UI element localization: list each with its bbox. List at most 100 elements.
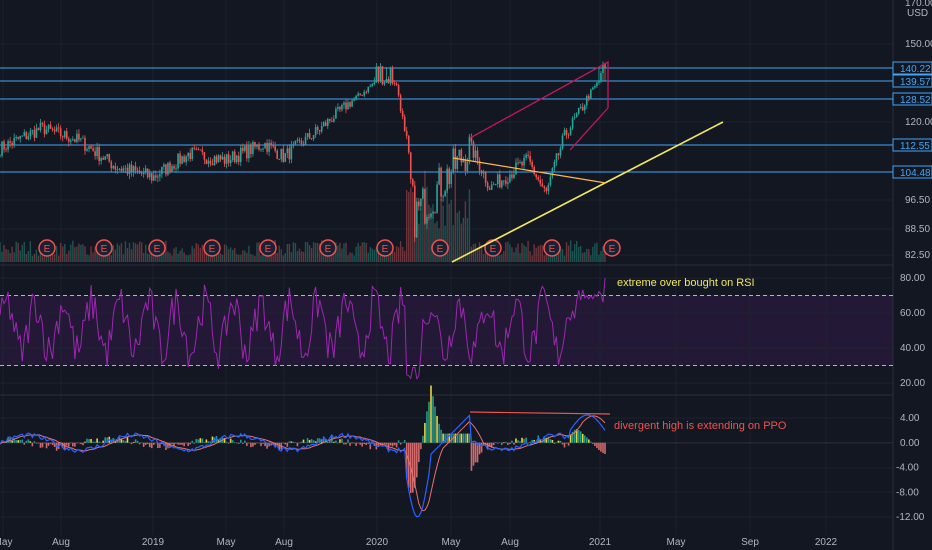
ppo-histogram-bar [92, 441, 94, 443]
candle-body [53, 129, 56, 132]
candle-body [120, 168, 123, 171]
ppo-histogram-bar [300, 441, 303, 443]
volume-bar [406, 189, 408, 262]
candle-body [5, 149, 7, 151]
volume-bar [60, 243, 62, 262]
volume-bar [242, 250, 244, 262]
volume-bar [114, 249, 117, 262]
earnings-marker-label: E [437, 244, 444, 255]
time-axis-tick: Aug [52, 537, 70, 548]
candle-body [442, 196, 444, 198]
ppo-histogram-bar [29, 441, 32, 443]
volume-bar [365, 242, 367, 262]
candle-body [561, 135, 564, 149]
volume-bar [375, 247, 378, 262]
ppo-histogram-bar [397, 440, 400, 443]
ppo-histogram-bar [450, 433, 453, 443]
candle-body [401, 110, 404, 117]
candle-body [17, 136, 20, 139]
candle-body [452, 148, 455, 173]
candle-body [405, 130, 408, 136]
ppo-histogram-bar [598, 442, 600, 450]
time-axis-tick: 2021 [589, 537, 612, 548]
candle-body [209, 160, 212, 164]
rsi-annotation: extreme over bought on RSI [617, 277, 755, 289]
ppo-histogram-bar [207, 441, 210, 443]
ppo-histogram-bar [51, 442, 54, 446]
ppo-histogram-bar [76, 442, 78, 444]
ppo-histogram-bar [403, 439, 406, 443]
volume-bar [256, 242, 258, 262]
candle-body [549, 176, 552, 185]
candle-body [284, 153, 287, 162]
ppo-histogram-bar [116, 440, 119, 443]
ppo-histogram-bar [351, 442, 353, 444]
volume-bar [80, 244, 82, 262]
volume-bar [517, 243, 519, 262]
candle-body [229, 160, 232, 163]
candle-body [357, 93, 359, 96]
earnings-marker [319, 239, 337, 257]
volume-bar [559, 246, 562, 262]
ppo-histogram-bar [339, 439, 341, 443]
level-label-box [892, 61, 932, 75]
ppo-histogram-bar [559, 440, 562, 443]
candle-body [505, 180, 507, 184]
level-label: 139.57 [900, 77, 931, 88]
candle-body [88, 146, 90, 150]
rsi-axis-tick: 40.00 [900, 343, 925, 354]
candle-body [306, 133, 309, 137]
candle-body [600, 73, 602, 82]
volume-bar [157, 254, 159, 262]
candle-body [349, 102, 351, 107]
volume-bar [250, 253, 252, 262]
ppo-histogram-bar [252, 442, 254, 447]
volume-bar [337, 245, 339, 262]
ppo-histogram-bar [82, 442, 84, 446]
candle-body [199, 149, 202, 151]
candle-body [367, 86, 370, 93]
volume-bar [3, 245, 5, 262]
volume-bar [446, 187, 448, 262]
earnings-marker [95, 239, 113, 257]
ppo-histogram-bar [209, 441, 212, 443]
candle-body [1, 141, 3, 156]
candle-body [246, 145, 248, 159]
candle-body [345, 102, 347, 110]
ppo-histogram-bar [482, 442, 485, 446]
candle-body [213, 156, 216, 166]
volume-bar [586, 248, 588, 262]
candle-body [179, 153, 181, 164]
candle-body [314, 127, 317, 136]
candle-body [80, 138, 82, 140]
volume-bar [577, 246, 580, 262]
volume-bar [126, 247, 129, 262]
volume-bar [430, 207, 432, 262]
ppo-histogram-bar [600, 442, 602, 452]
volume-bar [525, 246, 527, 262]
volume-bar [29, 241, 32, 262]
candle-body [426, 216, 428, 224]
candle-body [98, 147, 100, 162]
ppo-histogram-bar [211, 436, 214, 443]
candle-body [351, 100, 353, 107]
volume-bar [470, 246, 473, 262]
candle-body [39, 123, 42, 131]
volume-bar [541, 245, 543, 262]
ppo-histogram-bar [458, 433, 461, 443]
candle-body [102, 157, 104, 160]
ppo-histogram-bar [341, 438, 343, 443]
candle-body [152, 175, 155, 181]
volume-bar [234, 248, 236, 262]
candle-body [211, 163, 214, 166]
candle-body [298, 139, 301, 141]
candle-body [511, 174, 513, 178]
volume-bar [264, 250, 266, 262]
candle-body [363, 91, 366, 96]
volume-bar [318, 243, 321, 262]
candle-body [492, 184, 495, 186]
candle-body [167, 162, 169, 175]
earnings-marker [431, 239, 449, 257]
volume-bar [588, 249, 590, 262]
candle-body [602, 63, 604, 74]
